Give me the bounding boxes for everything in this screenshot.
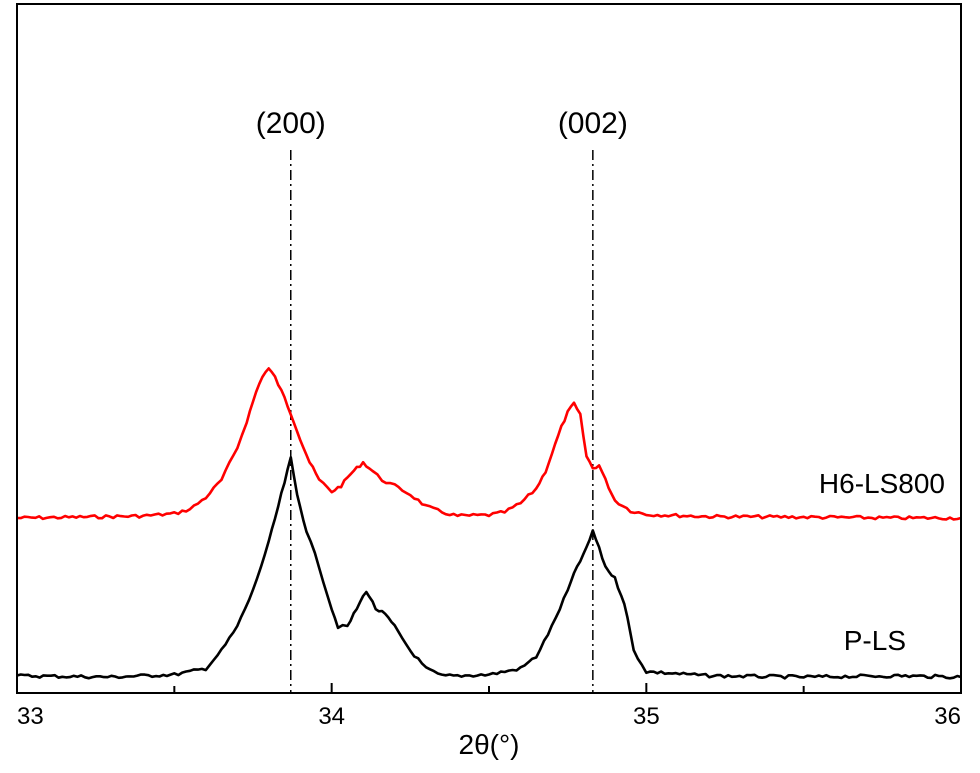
reference-label-0: (200) [256,107,326,140]
series-line-P-LS [16,455,962,680]
x-tick-label-33: 33 [17,703,44,730]
reference-label-1: (002) [558,107,628,140]
x-tick-label-35: 35 [633,703,660,730]
series-label-H6-LS800: H6-LS800 [819,468,945,499]
series-line-H6-LS800 [16,367,962,521]
x-axis-title: 2θ(°) [459,729,520,760]
x-tick-label-34: 34 [318,703,345,730]
series-label-P-LS: P-LS [844,625,906,656]
x-tick-label-36: 36 [934,703,961,730]
plot-frame [16,3,962,694]
